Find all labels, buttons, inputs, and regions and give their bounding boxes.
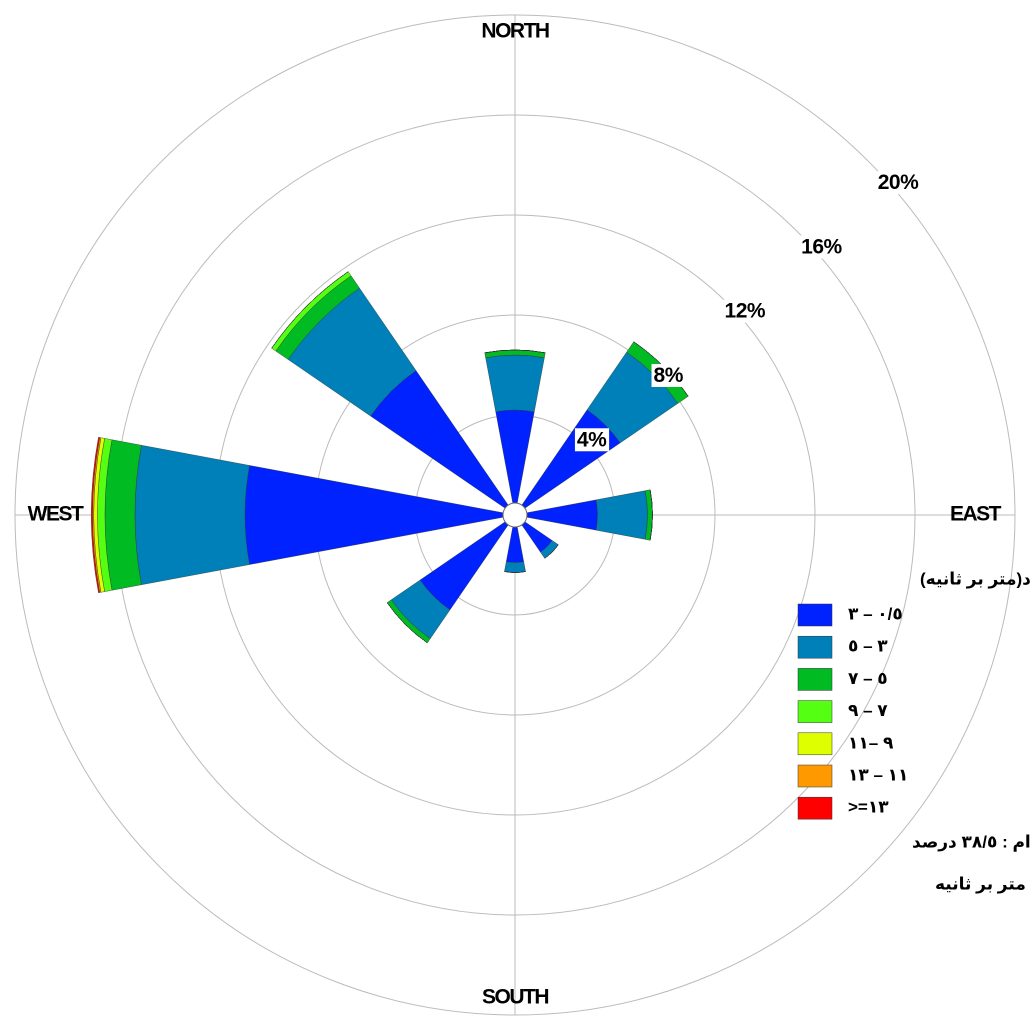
direction-label: NORTH [481, 20, 548, 43]
legend-swatch [797, 796, 833, 820]
annotation: میانگین سرعت باد : ١/٤ متر بر ثانیه [935, 873, 1030, 894]
r-tick-label: 12% [725, 300, 766, 323]
r-tick-label: 16% [801, 235, 842, 258]
r-tick-label: 20% [878, 171, 919, 194]
tick-label-bg [651, 363, 686, 387]
legend-swatch [797, 668, 833, 691]
legend-label: ٧ – ٩ [848, 701, 888, 720]
petal-segment [633, 341, 689, 397]
r-tick-label: 4% [577, 428, 607, 451]
legend-swatch [797, 764, 833, 788]
tick-label-bg [875, 171, 922, 195]
legend-label: ١١ – ١٣ [848, 765, 908, 784]
petal-segment [386, 602, 428, 644]
direction-label: WEST [28, 503, 84, 526]
tick-label-bg [799, 235, 845, 259]
legend-label: ٥ – ٧ [848, 669, 888, 688]
petal-segment [504, 561, 526, 573]
legend-label: >=١٣ [848, 798, 889, 817]
legend-label: ٠/٥ – ٣ [848, 604, 903, 623]
legend-swatch [797, 635, 833, 659]
tick-label-bg [574, 428, 610, 452]
tick-label-bg [722, 299, 768, 323]
legend-swatch [797, 732, 833, 756]
legend-swatch [797, 603, 833, 627]
legend-label: ٣ – ٥ [848, 637, 888, 656]
direction-label: EAST [950, 503, 1002, 526]
annotation: باد ارام : ٣٨/٥ درصد [912, 832, 1030, 851]
legend-label: ٩ –١١ [848, 733, 894, 752]
petal-segment [91, 436, 100, 594]
calm-circle [502, 502, 528, 528]
grid-circle [14, 14, 1016, 1016]
direction-label: SOUTH [482, 986, 548, 1009]
petal-segment [485, 354, 545, 413]
legend-swatch [797, 700, 833, 723]
petal-segment [649, 489, 653, 541]
petal-segment [595, 490, 648, 540]
r-tick-label: 8% [654, 364, 684, 387]
petal-segment [134, 445, 250, 585]
legend-title: سرعت باد(متر بر ثانیه) [920, 569, 1030, 589]
petal-segment [484, 349, 546, 353]
